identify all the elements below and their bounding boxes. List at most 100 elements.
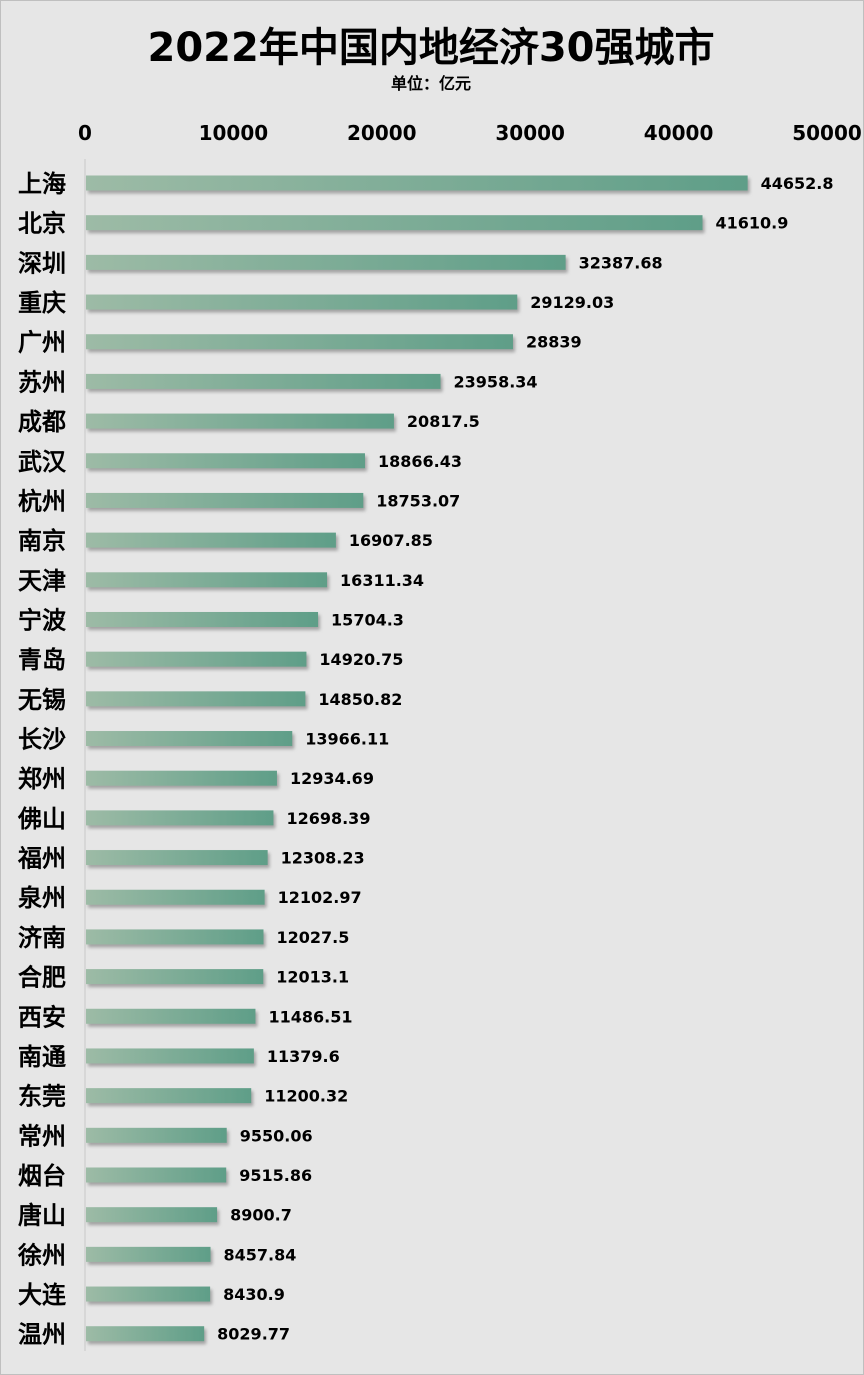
category-label: 泉州 xyxy=(18,884,66,912)
category-label: 武汉 xyxy=(18,448,67,476)
data-label: 18866.43 xyxy=(378,452,462,471)
bar xyxy=(86,691,306,707)
bar xyxy=(86,1246,211,1262)
data-label: 14850.82 xyxy=(318,690,402,709)
category-label: 广州 xyxy=(18,329,66,357)
data-label: 20817.5 xyxy=(407,412,480,431)
category-label: 济南 xyxy=(18,924,66,952)
data-label: 44652.8 xyxy=(761,174,834,193)
category-label: 烟台 xyxy=(18,1162,66,1190)
data-label: 18753.07 xyxy=(376,491,460,510)
bar xyxy=(86,810,274,826)
data-label: 15704.3 xyxy=(331,610,404,629)
bar xyxy=(86,413,394,429)
bar xyxy=(86,175,748,191)
category-label: 西安 xyxy=(18,1003,66,1031)
category-label: 南通 xyxy=(18,1043,66,1071)
category-label: 大连 xyxy=(18,1281,67,1309)
data-label: 41610.9 xyxy=(716,214,789,233)
bar xyxy=(86,453,365,469)
bar xyxy=(86,294,518,310)
category-label: 徐州 xyxy=(17,1241,66,1269)
data-label: 13966.11 xyxy=(305,730,389,749)
data-label: 16311.34 xyxy=(340,571,424,590)
bar xyxy=(86,611,319,627)
bar xyxy=(86,731,293,747)
category-label: 东莞 xyxy=(18,1083,66,1111)
bar xyxy=(86,492,364,508)
bar xyxy=(86,334,513,350)
category-label: 佛山 xyxy=(17,805,66,833)
data-label: 28839 xyxy=(526,333,582,352)
bar xyxy=(86,532,336,548)
bar xyxy=(86,889,265,905)
data-label: 8457.84 xyxy=(224,1245,297,1264)
data-label: 12698.39 xyxy=(286,809,370,828)
category-label: 苏州 xyxy=(18,368,66,396)
data-label: 11486.51 xyxy=(268,1007,352,1026)
category-label: 北京 xyxy=(18,210,66,238)
category-label: 合肥 xyxy=(18,964,66,992)
bar xyxy=(86,572,328,588)
category-label: 成都 xyxy=(18,408,66,436)
bars-group: 上海 44652.8 北京 41610.9 深圳 32387.68 重庆 29129.03 广州… xyxy=(17,170,834,1349)
bar xyxy=(86,770,277,786)
category-label: 南京 xyxy=(18,527,66,555)
data-label: 11379.6 xyxy=(267,1047,340,1066)
category-label: 温州 xyxy=(18,1321,66,1349)
category-label: 郑州 xyxy=(18,765,66,793)
category-label: 唐山 xyxy=(18,1202,66,1230)
category-label: 深圳 xyxy=(18,249,66,277)
x-tick-label: 40000 xyxy=(644,121,714,145)
bar xyxy=(86,254,566,270)
x-tick-label: 0 xyxy=(78,121,92,145)
x-tick-label: 10000 xyxy=(199,121,269,145)
x-tick-label: 30000 xyxy=(495,121,565,145)
data-label: 32387.68 xyxy=(579,253,663,272)
data-label: 12934.69 xyxy=(290,769,374,788)
x-tick-label: 20000 xyxy=(347,121,417,145)
bar xyxy=(86,969,264,985)
category-label: 常州 xyxy=(18,1122,66,1150)
data-label: 8430.9 xyxy=(223,1285,285,1304)
data-label: 11200.32 xyxy=(264,1087,348,1106)
category-label: 天津 xyxy=(18,567,66,595)
bar xyxy=(86,1048,254,1064)
chart-title: 2022年中国内地经济30强城市 xyxy=(148,25,715,71)
category-label: 长沙 xyxy=(18,726,66,754)
data-label: 9515.86 xyxy=(239,1166,312,1185)
category-label: 宁波 xyxy=(18,606,67,634)
data-label: 12308.23 xyxy=(281,849,365,868)
chart-subtitle: 单位：亿元 xyxy=(391,74,471,93)
data-label: 14920.75 xyxy=(319,650,403,669)
x-axis-ticks: 0 10000 20000 30000 40000 50000 xyxy=(78,121,862,145)
data-label: 12027.5 xyxy=(276,928,349,947)
bar xyxy=(86,215,703,231)
bar xyxy=(86,1127,227,1143)
category-label: 青岛 xyxy=(18,646,66,674)
data-label: 16907.85 xyxy=(349,531,433,550)
bar xyxy=(86,1207,218,1223)
data-label: 12013.1 xyxy=(276,968,349,987)
data-label: 8029.77 xyxy=(217,1325,290,1344)
category-label: 杭州 xyxy=(18,487,66,515)
category-label: 无锡 xyxy=(18,686,66,714)
category-label: 重庆 xyxy=(18,289,66,317)
category-label: 福州 xyxy=(17,845,66,873)
bar xyxy=(86,1326,205,1342)
bar xyxy=(86,1286,211,1302)
data-label: 12102.97 xyxy=(278,888,362,907)
bar xyxy=(86,929,264,945)
bar xyxy=(86,651,307,667)
bar xyxy=(86,373,441,389)
bar xyxy=(86,1008,256,1024)
data-label: 23958.34 xyxy=(454,372,538,391)
category-label: 上海 xyxy=(18,170,66,198)
x-tick-label: 50000 xyxy=(792,121,862,145)
data-label: 9550.06 xyxy=(240,1126,313,1145)
data-label: 29129.03 xyxy=(530,293,614,312)
bar xyxy=(86,850,268,866)
data-label: 8900.7 xyxy=(230,1206,292,1225)
